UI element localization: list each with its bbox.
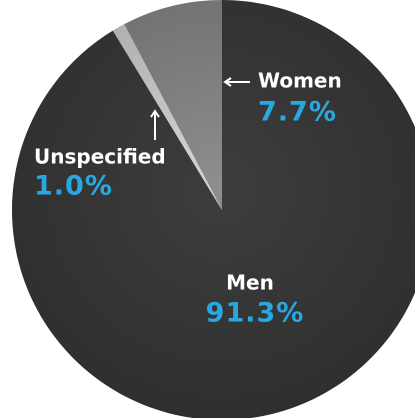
slice-label: Men xyxy=(226,271,274,295)
slice-label: Unspecified xyxy=(34,145,166,169)
pie xyxy=(12,0,415,418)
value-label: 91.3% xyxy=(206,298,305,329)
value-label: 7.7% xyxy=(258,97,337,128)
slice-label: Women xyxy=(258,69,342,93)
chart: Men 91.3% Unspecified1.0% Women 7.7% xyxy=(0,0,415,418)
value-label: 1.0% xyxy=(34,171,113,202)
